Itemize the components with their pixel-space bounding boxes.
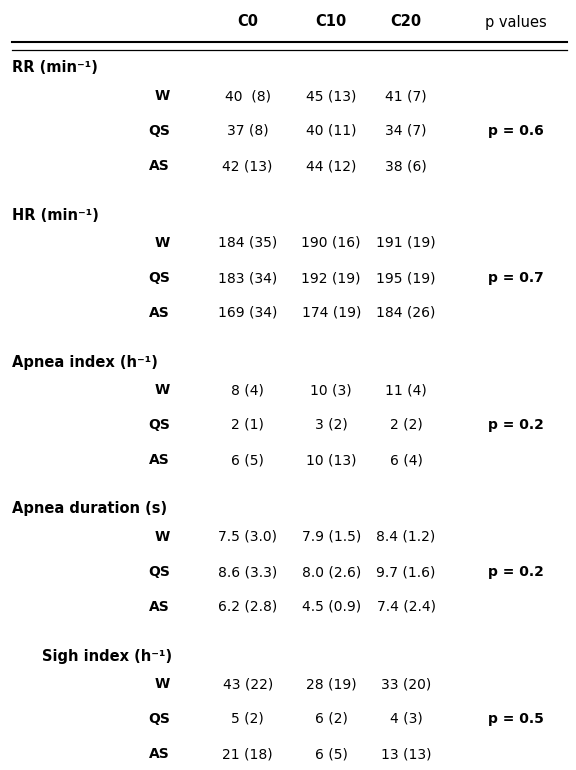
Text: Apnea duration (s): Apnea duration (s) — [12, 501, 166, 517]
Text: 40 (11): 40 (11) — [306, 124, 357, 138]
Text: 9.7 (1.6): 9.7 (1.6) — [376, 565, 436, 579]
Text: 8.6 (3.3): 8.6 (3.3) — [218, 565, 277, 579]
Text: QS: QS — [148, 712, 170, 726]
Text: 190 (16): 190 (16) — [301, 236, 361, 250]
Text: 45 (13): 45 (13) — [306, 89, 357, 103]
Text: 169 (34): 169 (34) — [218, 306, 278, 320]
Text: C10: C10 — [316, 15, 347, 29]
Text: QS: QS — [148, 124, 170, 138]
Text: 43 (22): 43 (22) — [222, 677, 273, 691]
Text: AS: AS — [149, 453, 170, 467]
Text: 10 (3): 10 (3) — [310, 383, 352, 397]
Text: 7.9 (1.5): 7.9 (1.5) — [302, 530, 361, 544]
Text: 3 (2): 3 (2) — [315, 418, 347, 432]
Text: RR (min⁻¹): RR (min⁻¹) — [12, 61, 97, 75]
Text: 195 (19): 195 (19) — [376, 271, 436, 285]
Text: W: W — [155, 677, 170, 691]
Text: 8 (4): 8 (4) — [231, 383, 264, 397]
Text: p values: p values — [484, 15, 547, 29]
Text: p = 0.2: p = 0.2 — [487, 418, 544, 432]
Text: 5 (2): 5 (2) — [232, 712, 264, 726]
Text: W: W — [155, 236, 170, 250]
Text: 8.4 (1.2): 8.4 (1.2) — [377, 530, 435, 544]
Text: 6 (5): 6 (5) — [231, 453, 264, 467]
Text: 38 (6): 38 (6) — [385, 159, 427, 173]
Text: AS: AS — [149, 159, 170, 173]
Text: AS: AS — [149, 747, 170, 761]
Text: 7.5 (3.0): 7.5 (3.0) — [218, 530, 277, 544]
Text: 40  (8): 40 (8) — [225, 89, 271, 103]
Text: QS: QS — [148, 271, 170, 285]
Text: p = 0.6: p = 0.6 — [488, 124, 543, 138]
Text: 6.2 (2.8): 6.2 (2.8) — [218, 600, 277, 614]
Text: 184 (35): 184 (35) — [218, 236, 277, 250]
Text: 4.5 (0.9): 4.5 (0.9) — [302, 600, 361, 614]
Text: p = 0.2: p = 0.2 — [487, 565, 544, 579]
Text: QS: QS — [148, 565, 170, 579]
Text: W: W — [155, 383, 170, 397]
Text: 42 (13): 42 (13) — [222, 159, 273, 173]
Text: p = 0.5: p = 0.5 — [487, 712, 544, 726]
Text: AS: AS — [149, 306, 170, 320]
Text: p = 0.7: p = 0.7 — [488, 271, 543, 285]
Text: 33 (20): 33 (20) — [381, 677, 431, 691]
Text: 34 (7): 34 (7) — [385, 124, 427, 138]
Text: 174 (19): 174 (19) — [301, 306, 361, 320]
Text: 21 (18): 21 (18) — [222, 747, 273, 761]
Text: 184 (26): 184 (26) — [376, 306, 436, 320]
Text: W: W — [155, 530, 170, 544]
Text: 2 (2): 2 (2) — [390, 418, 422, 432]
Text: 41 (7): 41 (7) — [385, 89, 427, 103]
Text: Apnea index (h⁻¹): Apnea index (h⁻¹) — [12, 354, 157, 370]
Text: 11 (4): 11 (4) — [385, 383, 427, 397]
Text: 7.4 (2.4): 7.4 (2.4) — [377, 600, 435, 614]
Text: AS: AS — [149, 600, 170, 614]
Text: 192 (19): 192 (19) — [301, 271, 361, 285]
Text: 8.0 (2.6): 8.0 (2.6) — [302, 565, 361, 579]
Text: C20: C20 — [391, 15, 422, 29]
Text: QS: QS — [148, 418, 170, 432]
Text: Sigh index (h⁻¹): Sigh index (h⁻¹) — [41, 648, 172, 664]
Text: 4 (3): 4 (3) — [390, 712, 422, 726]
Text: HR (min⁻¹): HR (min⁻¹) — [12, 207, 98, 223]
Text: W: W — [155, 89, 170, 103]
Text: C0: C0 — [237, 15, 258, 29]
Text: 6 (5): 6 (5) — [314, 747, 348, 761]
Text: 44 (12): 44 (12) — [306, 159, 357, 173]
Text: 6 (2): 6 (2) — [314, 712, 348, 726]
Text: 10 (13): 10 (13) — [306, 453, 357, 467]
Text: 183 (34): 183 (34) — [218, 271, 277, 285]
Text: 13 (13): 13 (13) — [381, 747, 431, 761]
Text: 28 (19): 28 (19) — [306, 677, 357, 691]
Text: 37 (8): 37 (8) — [227, 124, 268, 138]
Text: 2 (1): 2 (1) — [231, 418, 264, 432]
Text: 191 (19): 191 (19) — [376, 236, 436, 250]
Text: 6 (4): 6 (4) — [389, 453, 423, 467]
